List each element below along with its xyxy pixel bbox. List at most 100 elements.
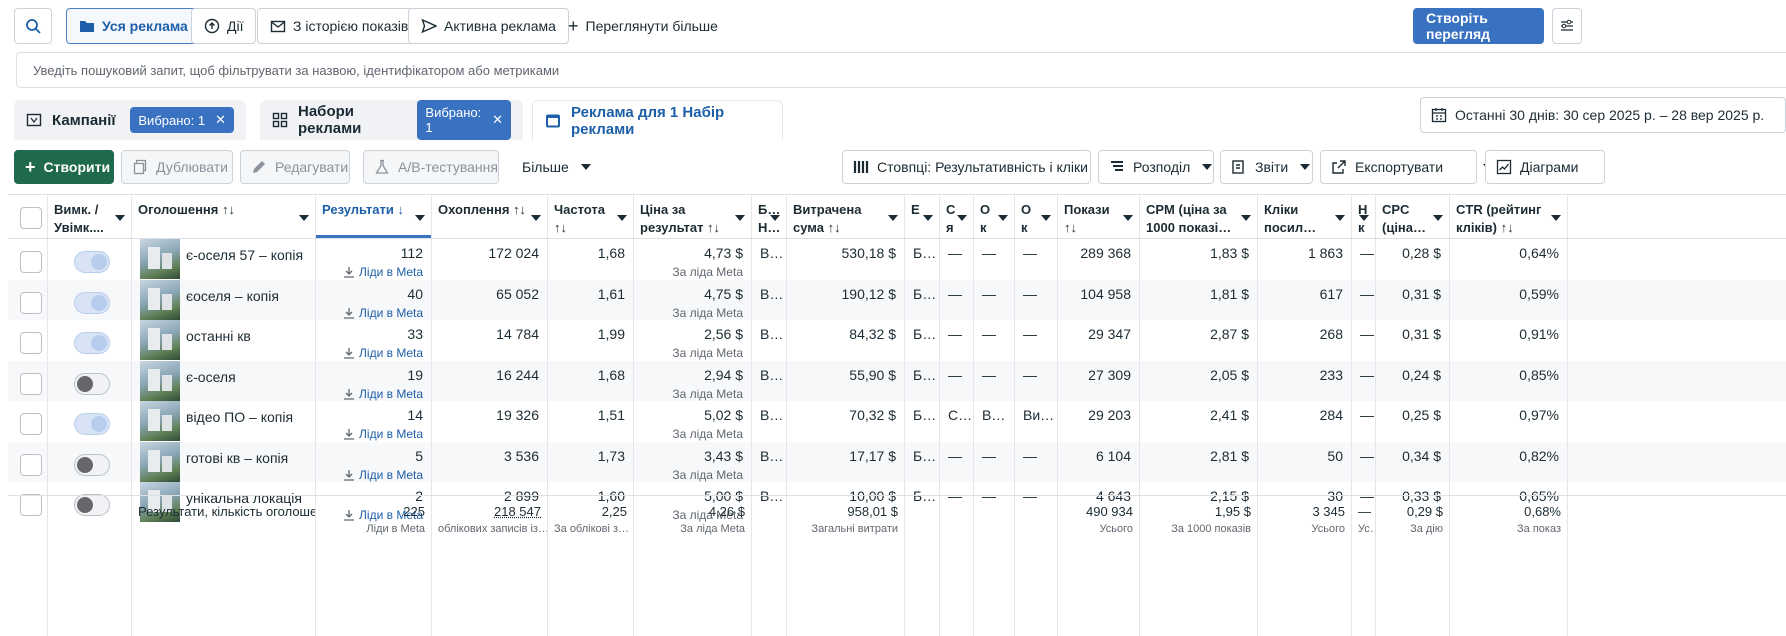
column-header-clicks[interactable]: Кліки посил…: [1258, 195, 1352, 238]
search-button[interactable]: [14, 8, 52, 44]
column-header-c3[interactable]: О к: [974, 195, 1015, 238]
result-type-link[interactable]: Ліди в Meta: [324, 265, 423, 279]
create-view-button[interactable]: Створіть перегляд: [1413, 8, 1544, 44]
ad-name[interactable]: останні кв: [186, 328, 251, 344]
ad-status-toggle[interactable]: [74, 454, 110, 476]
column-header-reach[interactable]: Охоплення ↑↓: [432, 195, 548, 238]
table-row[interactable]: відео ПО – копія 14 Ліди в Meta 19 326 1,51 5…: [8, 401, 1786, 442]
duplicate-button[interactable]: Дублювати: [121, 150, 233, 184]
result-type-link[interactable]: Ліди в Meta: [324, 306, 423, 320]
row-checkbox[interactable]: [20, 292, 42, 314]
tab-ads[interactable]: Реклама для 1 Набір реклами: [532, 100, 783, 140]
row-checkbox[interactable]: [20, 454, 42, 476]
adsets-selected-chip[interactable]: Вибрано: 1 ✕: [417, 100, 511, 140]
chevron-down-icon[interactable]: [888, 215, 898, 221]
more-actions-button[interactable]: Більше: [512, 150, 601, 184]
result-type-link[interactable]: Ліди в Meta: [324, 468, 423, 482]
chevron-down-icon[interactable]: [299, 215, 309, 221]
export-button[interactable]: Експортувати: [1320, 150, 1477, 184]
ad-status-toggle[interactable]: [74, 251, 110, 273]
reports-button[interactable]: Звіти: [1220, 150, 1313, 184]
chevron-down-icon[interactable]: [735, 215, 745, 221]
row-checkbox[interactable]: [20, 251, 42, 273]
tab-campaigns[interactable]: Кампанії Вибрано: 1 ✕: [14, 100, 246, 140]
chevron-down-icon[interactable]: [617, 215, 627, 221]
campaigns-selected-chip[interactable]: Вибрано: 1 ✕: [130, 107, 234, 133]
chevron-down-icon[interactable]: [770, 215, 780, 221]
row-checkbox[interactable]: [20, 413, 42, 435]
column-header-cpm[interactable]: CPM (ціна за 1000 показі…: [1140, 195, 1258, 238]
table-row[interactable]: єоселя – копія 40 Ліди в Meta 65 052 1,61 4,7…: [8, 280, 1786, 321]
column-header-b[interactable]: Б… Н…: [752, 195, 787, 238]
ad-name[interactable]: готові кв – копія: [186, 450, 288, 466]
chevron-down-icon[interactable]: [1433, 215, 1443, 221]
table-row[interactable]: останні кв 33 Ліди в Meta 14 784 1,99 2,56 $ З…: [8, 320, 1786, 361]
column-header-impressions[interactable]: Покази ↑↓: [1058, 195, 1140, 238]
view-more-button[interactable]: + Переглянути більше: [556, 8, 730, 44]
table-row[interactable]: є-оселя 19 Ліди в Meta 16 244 1,68 2,94 $ За л…: [8, 361, 1786, 402]
filter-actions[interactable]: Дії: [191, 8, 256, 44]
result-type-link[interactable]: Ліди в Meta: [324, 427, 423, 441]
ad-name[interactable]: є-оселя 57 – копія: [186, 247, 303, 263]
column-header-spend[interactable]: Витрачена сума ↑↓: [787, 195, 905, 238]
tab-adsets-label: Набори реклами: [298, 103, 407, 137]
result-type-link[interactable]: Ліди в Meta: [324, 346, 423, 360]
ad-name[interactable]: є-оселя: [186, 369, 236, 385]
column-header-c1[interactable]: Е: [905, 195, 940, 238]
search-input[interactable]: Уведіть пошуковий запит, щоб фільтрувати…: [16, 52, 1786, 88]
filter-with-history[interactable]: З історією показів: [257, 8, 421, 44]
chevron-down-icon[interactable]: [1123, 215, 1133, 221]
row-checkbox[interactable]: [20, 332, 42, 354]
filter-active-ads[interactable]: Активна реклама: [408, 8, 569, 44]
tab-adsets[interactable]: Набори реклами Вибрано: 1 ✕: [260, 100, 523, 140]
column-header-toggle[interactable]: Вимк. / Увімк....: [48, 195, 132, 238]
column-header-name[interactable]: Оголошення ↑↓: [132, 195, 316, 238]
settings-button[interactable]: [1552, 8, 1582, 44]
select-all-checkbox[interactable]: [20, 207, 42, 229]
cell-value: 0,34 $: [1384, 448, 1441, 464]
column-header-cpc[interactable]: CPC (ціна…: [1376, 195, 1450, 238]
edit-button[interactable]: Редагувати: [240, 150, 350, 184]
close-icon[interactable]: ✕: [492, 112, 503, 128]
download-icon: [343, 266, 355, 278]
chevron-down-icon[interactable]: [415, 215, 425, 221]
ad-status-toggle[interactable]: [74, 332, 110, 354]
chevron-down-icon[interactable]: [1241, 215, 1251, 221]
chevron-down-icon[interactable]: [1041, 215, 1051, 221]
date-range-picker[interactable]: Останні 30 днів: 30 сер 2025 р. – 28 вер…: [1420, 97, 1786, 133]
column-header-frequency[interactable]: Частота ↑↓: [548, 195, 634, 238]
column-header-c2[interactable]: С я: [940, 195, 974, 238]
ad-status-toggle[interactable]: [74, 373, 110, 395]
column-header-c5[interactable]: Н к: [1352, 195, 1376, 238]
chevron-down-icon[interactable]: [531, 215, 541, 221]
column-header-results[interactable]: Результати ↓: [316, 195, 432, 238]
column-header-c4[interactable]: О к: [1015, 195, 1058, 238]
column-header-ctr[interactable]: CTR (рейтинг кліків) ↑↓: [1450, 195, 1568, 238]
result-type-link[interactable]: Ліди в Meta: [324, 387, 423, 401]
filter-all-ads[interactable]: Уся реклама: [66, 8, 201, 44]
close-icon[interactable]: ✕: [215, 112, 226, 128]
columns-button[interactable]: Стовпці: Результативність і кліки: [842, 150, 1091, 184]
chevron-down-icon[interactable]: [957, 215, 967, 221]
result-type-label: Ліди в Meta: [359, 468, 423, 482]
chevron-down-icon[interactable]: [1359, 215, 1369, 221]
chevron-down-icon[interactable]: [923, 215, 933, 221]
chevron-down-icon[interactable]: [1551, 215, 1561, 221]
table-row[interactable]: є-оселя 57 – копія 112 Ліди в Meta 172 024 1…: [8, 239, 1786, 280]
column-header-cpr[interactable]: Ціна за результат ↑↓: [634, 195, 752, 238]
column-header-check[interactable]: [8, 195, 48, 238]
row-checkbox[interactable]: [20, 373, 42, 395]
ad-name[interactable]: відео ПО – копія: [186, 409, 293, 425]
create-button[interactable]: + Створити: [14, 150, 114, 184]
table-row[interactable]: готові кв – копія 5 Ліди в Meta 3 536 1,73 3,…: [8, 442, 1786, 483]
chevron-down-icon[interactable]: [1335, 215, 1345, 221]
breakdown-button[interactable]: Розподіл: [1098, 150, 1214, 184]
charts-button[interactable]: Діаграми: [1485, 150, 1605, 184]
chevron-down-icon[interactable]: [115, 215, 125, 221]
cell-ctr: 0,82%: [1450, 442, 1568, 483]
ad-name[interactable]: єоселя – копія: [186, 288, 279, 304]
chevron-down-icon[interactable]: [998, 215, 1008, 221]
ad-status-toggle[interactable]: [74, 292, 110, 314]
ad-status-toggle[interactable]: [74, 413, 110, 435]
ab-test-button[interactable]: A/B-тестування: [363, 150, 499, 184]
